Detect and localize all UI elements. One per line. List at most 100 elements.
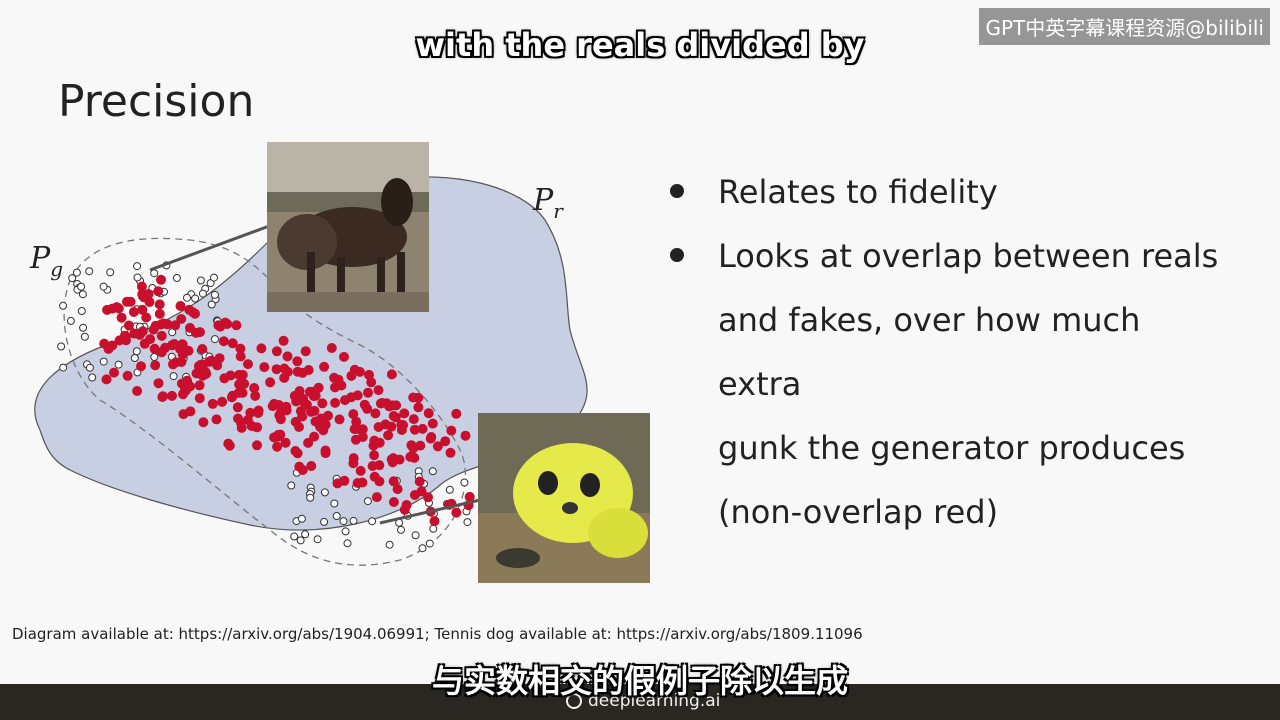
fake-point [282, 351, 293, 362]
fake-point [153, 286, 164, 297]
fake-point [154, 308, 165, 319]
subtitle-chinese: 与实数相交的假例子除以生成 [431, 662, 848, 700]
fake-point [408, 414, 419, 425]
brand-name: deeplearning.ai [588, 691, 721, 711]
real-point [88, 373, 97, 382]
fake-point [141, 312, 152, 323]
fake-point [137, 326, 148, 337]
fake-point [274, 410, 285, 421]
real-point [210, 273, 218, 282]
fake-point [271, 364, 282, 375]
fake-point [235, 343, 246, 354]
fake-point [429, 516, 440, 527]
real-point [418, 544, 427, 553]
real-point [150, 353, 159, 361]
real-point [77, 282, 86, 291]
fake-point [349, 424, 360, 435]
fake-point [399, 504, 410, 515]
fake-point [377, 398, 388, 408]
real-point [349, 516, 358, 525]
real-point [99, 357, 108, 366]
fake-point [330, 397, 341, 408]
fake-point [364, 369, 374, 380]
fake-point [320, 448, 331, 459]
fake-point [323, 410, 333, 421]
connector-line-horse [149, 223, 273, 272]
fake-point [253, 408, 264, 418]
fake-point [413, 392, 424, 403]
real-point [429, 524, 438, 533]
fake-point [271, 346, 282, 357]
fake-point [406, 440, 417, 451]
fake-point [306, 406, 316, 417]
fake-point [150, 360, 161, 371]
fake-point [217, 396, 228, 407]
real-point [68, 274, 77, 283]
real-point [301, 530, 310, 539]
fake-sample-points [99, 274, 475, 527]
real-point [59, 363, 68, 372]
connector-line-dog [379, 498, 481, 525]
fake-point [292, 366, 303, 377]
fake-point [256, 343, 267, 354]
real-point [133, 262, 142, 271]
fake-point [386, 369, 397, 380]
fake-point [432, 441, 443, 452]
real-point [296, 536, 305, 545]
fake-point [423, 408, 434, 419]
fake-point [153, 378, 164, 389]
fake-point [232, 402, 243, 413]
real-point [463, 518, 472, 527]
fake-point [194, 393, 205, 404]
fake-point [362, 403, 373, 414]
fake-point [259, 362, 270, 373]
fake-point [243, 359, 253, 370]
precision-diagram: Pr Pg [29, 176, 588, 566]
real-point [191, 294, 200, 303]
fake-point [156, 330, 167, 341]
fake-point [116, 312, 127, 323]
fake-point [223, 438, 234, 449]
fake-point [392, 484, 403, 495]
fake-point [298, 393, 309, 404]
fake-point [380, 419, 391, 430]
fake-point [367, 461, 378, 471]
fake-point [176, 314, 187, 324]
fake-point [137, 304, 148, 315]
fake-point [167, 390, 177, 401]
fake-point [357, 424, 368, 435]
bullet-item: Relates to fidelity [670, 160, 1230, 224]
fake-point [191, 327, 201, 338]
fake-point [143, 289, 154, 299]
real-point [411, 531, 420, 540]
fake-point [346, 392, 357, 403]
fake-point [234, 369, 244, 380]
fake-point [145, 334, 156, 345]
fake-point [292, 356, 303, 367]
fake-point [197, 344, 208, 354]
fake-point [388, 497, 399, 507]
real-point [72, 268, 81, 277]
real-point [287, 481, 296, 490]
slide: Precision Pr Pg [12, 76, 1230, 643]
real-point [343, 539, 352, 548]
fake-point [156, 347, 167, 358]
fake-point [398, 420, 409, 431]
fake-point [303, 365, 314, 375]
real-point [460, 478, 469, 487]
real-point [130, 354, 139, 362]
fake-point [250, 390, 261, 401]
fake-point [290, 446, 301, 456]
bullet-dot [670, 248, 684, 262]
fake-point [308, 386, 319, 397]
fake-point [190, 308, 200, 319]
fake-point [388, 476, 399, 487]
real-point [78, 290, 87, 299]
fake-point [109, 367, 119, 378]
real-point [385, 540, 394, 549]
fake-point [214, 353, 225, 364]
brand: deeplearning.ai [566, 691, 720, 711]
fake-point [415, 440, 426, 451]
fake-point [132, 386, 143, 396]
fake-point [154, 299, 165, 310]
